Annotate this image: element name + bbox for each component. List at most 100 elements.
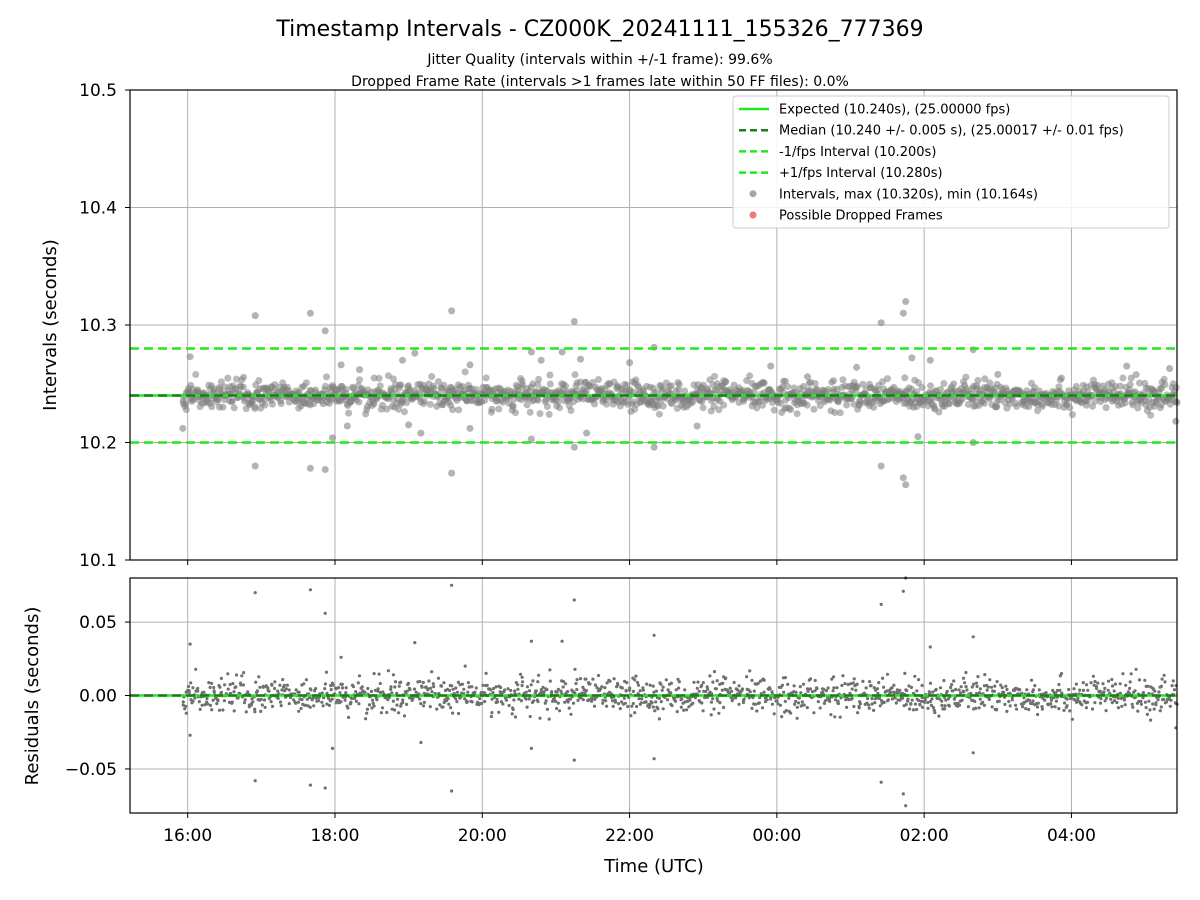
interval-point bbox=[675, 386, 683, 394]
residual-point bbox=[620, 700, 624, 704]
residual-point bbox=[574, 681, 578, 686]
interval-point bbox=[918, 384, 926, 391]
interval-outlier-point bbox=[853, 363, 861, 371]
residual-point bbox=[605, 704, 609, 708]
residual-point bbox=[900, 696, 905, 700]
residual-point bbox=[563, 700, 567, 704]
residual-point bbox=[680, 697, 684, 701]
residual-point bbox=[1110, 684, 1115, 688]
residual-outlier-point bbox=[652, 633, 656, 637]
interval-outlier-point bbox=[306, 464, 314, 472]
residual-point bbox=[865, 696, 870, 701]
interval-point bbox=[512, 409, 519, 417]
residual-point bbox=[507, 703, 511, 708]
interval-point bbox=[675, 381, 683, 388]
interval-outlier-point bbox=[527, 435, 535, 443]
interval-point bbox=[974, 376, 982, 384]
residual-point bbox=[531, 679, 535, 683]
residual-point bbox=[419, 702, 423, 706]
residual-point bbox=[762, 690, 766, 694]
residual-point bbox=[995, 707, 999, 711]
interval-point bbox=[546, 371, 554, 379]
residual-point bbox=[364, 717, 368, 721]
residual-point bbox=[513, 689, 517, 693]
residual-outlier-point bbox=[413, 641, 417, 645]
residual-point bbox=[304, 678, 308, 682]
residual-point bbox=[244, 710, 248, 714]
residual-point bbox=[321, 704, 325, 708]
residual-point bbox=[499, 700, 503, 704]
residual-point bbox=[426, 687, 430, 691]
residual-point bbox=[481, 683, 485, 687]
residual-point bbox=[430, 690, 434, 694]
interval-point bbox=[208, 403, 216, 411]
residual-point bbox=[1057, 707, 1061, 711]
residual-point bbox=[675, 710, 679, 714]
residual-point bbox=[1096, 681, 1100, 685]
residual-point bbox=[327, 703, 331, 708]
residual-point bbox=[520, 683, 524, 688]
residual-point bbox=[848, 691, 852, 696]
residual-point bbox=[450, 684, 454, 688]
residual-point bbox=[568, 697, 573, 701]
residual-point bbox=[1015, 707, 1019, 711]
residual-point bbox=[536, 699, 540, 704]
interval-point bbox=[383, 405, 391, 413]
residual-point bbox=[1029, 678, 1034, 682]
residual-point bbox=[558, 709, 562, 713]
residual-point bbox=[783, 676, 788, 680]
residual-point bbox=[243, 698, 247, 702]
interval-point bbox=[913, 388, 921, 396]
residual-point bbox=[832, 675, 836, 679]
residual-point bbox=[651, 705, 655, 709]
residual-point bbox=[644, 700, 648, 704]
interval-point bbox=[430, 384, 438, 392]
interval-outlier-point bbox=[321, 466, 329, 473]
residual-point bbox=[1040, 705, 1044, 709]
residual-point bbox=[692, 680, 696, 684]
residual-point bbox=[516, 687, 520, 691]
residual-point bbox=[1035, 705, 1040, 709]
residual-point bbox=[344, 686, 348, 690]
residual-point bbox=[886, 698, 891, 702]
residual-point bbox=[875, 687, 880, 691]
legend-box bbox=[732, 95, 1170, 229]
residual-point bbox=[340, 682, 344, 686]
residual-point bbox=[197, 700, 201, 704]
residual-point bbox=[758, 696, 762, 700]
interval-point bbox=[395, 405, 403, 413]
residual-point bbox=[376, 687, 380, 691]
residual-point bbox=[852, 704, 856, 709]
residual-point bbox=[786, 682, 790, 687]
residual-point bbox=[1134, 667, 1138, 671]
residual-point bbox=[474, 686, 478, 690]
residual-point bbox=[1104, 709, 1108, 713]
residual-point bbox=[215, 702, 219, 706]
residual-point bbox=[439, 684, 444, 688]
interval-point bbox=[859, 380, 867, 388]
residual-point bbox=[740, 687, 745, 691]
residual-point bbox=[1159, 684, 1163, 689]
interval-point bbox=[526, 408, 534, 416]
residual-point bbox=[657, 717, 662, 721]
residual-point bbox=[1059, 672, 1064, 676]
residual-point bbox=[890, 686, 894, 690]
residual-point bbox=[1081, 681, 1085, 685]
residual-point bbox=[1076, 696, 1080, 700]
intervals-y-ticks: 10.1 10.2 10.3 10.4 10.5 bbox=[79, 81, 130, 571]
residual-point bbox=[521, 680, 525, 684]
residual-point bbox=[982, 684, 987, 688]
residual-point bbox=[794, 699, 798, 704]
residual-point bbox=[1156, 698, 1160, 702]
residual-point bbox=[669, 691, 673, 695]
residual-point bbox=[889, 690, 893, 695]
residual-point bbox=[1162, 673, 1166, 677]
residual-point bbox=[706, 687, 710, 691]
residual-point bbox=[377, 672, 381, 676]
residual-point bbox=[542, 690, 546, 694]
residual-point bbox=[822, 687, 826, 692]
residual-point bbox=[623, 701, 628, 705]
residual-point bbox=[943, 707, 947, 711]
residual-point bbox=[504, 698, 508, 702]
